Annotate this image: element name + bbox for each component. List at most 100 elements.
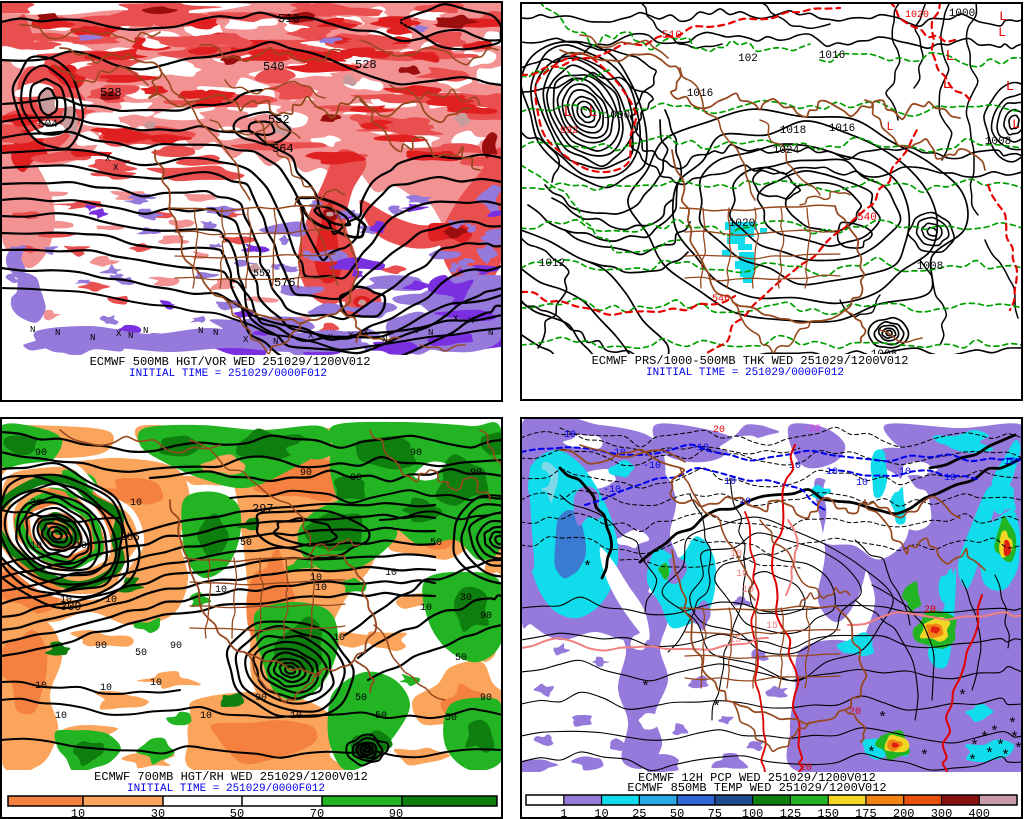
svg-text:50: 50 [135,648,147,659]
svg-text:10: 10 [60,595,72,606]
svg-text:*: * [1010,730,1019,747]
svg-text:90: 90 [350,473,362,484]
svg-text:*: * [867,745,876,762]
svg-text:30: 30 [30,498,42,509]
svg-text:X: X [105,154,111,164]
svg-text:528: 528 [355,58,377,72]
svg-text:100: 100 [742,807,764,819]
svg-text:90: 90 [300,468,312,479]
svg-text:L: L [999,9,1007,24]
svg-text:1018: 1018 [780,125,806,137]
svg-text:10: 10 [55,711,67,722]
svg-text:N: N [198,326,203,336]
svg-text:50: 50 [355,693,367,704]
svg-text:300: 300 [931,807,953,819]
svg-text:*: * [878,710,887,727]
svg-text:546: 546 [712,294,730,305]
svg-text:90: 90 [410,448,422,459]
svg-text:10: 10 [75,541,87,552]
svg-text:1000: 1000 [604,110,630,122]
svg-text:50: 50 [240,538,252,549]
svg-text:552: 552 [268,113,290,127]
svg-text:L: L [945,48,954,65]
svg-text:10: 10 [290,711,302,722]
svg-text:L: L [942,76,951,93]
svg-text:X: X [348,331,354,341]
svg-text:20: 20 [924,605,936,616]
svg-text:90: 90 [480,611,492,622]
svg-text:N: N [55,328,60,338]
svg-text:90: 90 [255,693,267,704]
svg-text:10: 10 [899,467,911,478]
svg-text:L: L [563,104,572,121]
svg-text:X: X [468,316,474,326]
svg-text:X: X [453,314,459,324]
svg-text:N: N [488,328,493,338]
svg-text:1008: 1008 [917,261,943,273]
svg-text:-10: -10 [603,485,621,496]
svg-text:10: 10 [730,549,742,560]
svg-text:504: 504 [38,119,58,131]
svg-text:*: * [641,679,650,696]
svg-text:L: L [588,104,597,121]
svg-text:10: 10 [71,807,85,819]
svg-text:L: L [886,120,893,134]
svg-text:-20: -20 [803,424,821,435]
svg-text:N: N [428,328,433,338]
svg-text:10: 10 [944,473,956,484]
svg-text:N: N [382,335,387,345]
svg-text:30: 30 [460,593,472,604]
svg-text:510: 510 [662,30,682,42]
svg-text:1020: 1020 [905,10,929,21]
svg-text:50: 50 [445,713,457,724]
svg-text:10: 10 [215,585,227,596]
svg-text:INITIAL TIME = 251029/0000F012: INITIAL TIME = 251029/0000F012 [129,368,327,380]
svg-text:297: 297 [252,502,274,516]
svg-text:ECMWF 700MB HGT/RH WED 251029/: ECMWF 700MB HGT/RH WED 251029/1200V012 [94,770,368,784]
svg-text:1016: 1016 [829,123,855,135]
svg-text:X: X [328,333,334,343]
svg-text:90: 90 [389,807,403,819]
svg-text:ECMWF PRS/1000-500MB THK WED 2: ECMWF PRS/1000-500MB THK WED 251029/1200… [592,354,909,368]
svg-text:90: 90 [35,448,47,459]
svg-text:10: 10 [856,478,868,489]
svg-text:*: * [920,748,929,765]
svg-text:1020: 1020 [729,218,755,230]
svg-text:90: 90 [480,693,492,704]
svg-text:10: 10 [385,568,397,579]
svg-text:N: N [413,326,418,336]
svg-text:INITIAL TIME = 251029/0000F012: INITIAL TIME = 251029/0000F012 [127,783,325,795]
svg-text:516: 516 [278,12,300,26]
svg-text:*: * [958,688,967,705]
svg-text:90: 90 [170,641,182,652]
svg-text:10: 10 [736,569,748,580]
svg-text:N: N [30,325,35,335]
svg-text:1016: 1016 [687,88,713,100]
svg-text:1012: 1012 [539,258,565,270]
svg-text:540: 540 [857,212,877,224]
svg-text:X: X [243,335,249,345]
svg-text:50: 50 [455,653,467,664]
svg-text:*: * [968,753,977,770]
svg-text:15: 15 [766,621,778,632]
svg-text:25: 25 [632,807,646,819]
svg-text:516: 516 [398,16,420,30]
svg-text:90: 90 [470,468,482,479]
svg-text:10: 10 [315,583,327,594]
svg-text:ECMWF 500MB HGT/VOR WED 251029: ECMWF 500MB HGT/VOR WED 251029/1200V012 [90,355,371,369]
svg-text:1008: 1008 [985,136,1011,148]
svg-text:564: 564 [272,142,294,156]
svg-text:1016: 1016 [819,50,845,62]
svg-text:L: L [1006,79,1014,95]
svg-text:10: 10 [789,461,801,472]
svg-text:50: 50 [430,538,442,549]
svg-text:10: 10 [105,595,117,606]
svg-text:*: * [712,699,721,716]
svg-text:15: 15 [729,635,741,646]
svg-text:*: * [996,738,1005,755]
svg-text:10: 10 [594,807,608,819]
svg-text:*: * [990,724,999,741]
svg-text:528: 528 [100,86,122,100]
svg-text:10: 10 [130,498,142,509]
svg-text:X: X [308,331,314,341]
